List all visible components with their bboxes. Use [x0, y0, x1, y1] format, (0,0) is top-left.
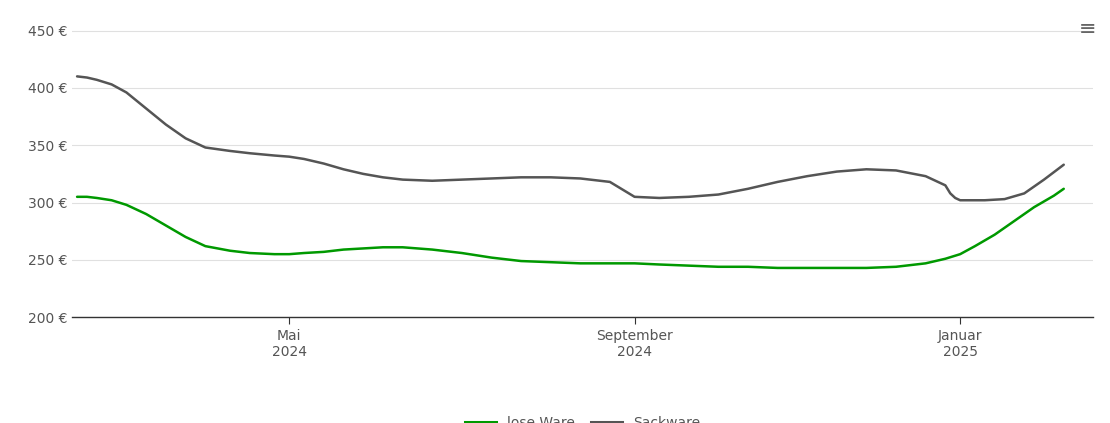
Text: ≡: ≡ [1079, 19, 1097, 39]
Legend: lose Ware, Sackware: lose Ware, Sackware [460, 410, 706, 423]
